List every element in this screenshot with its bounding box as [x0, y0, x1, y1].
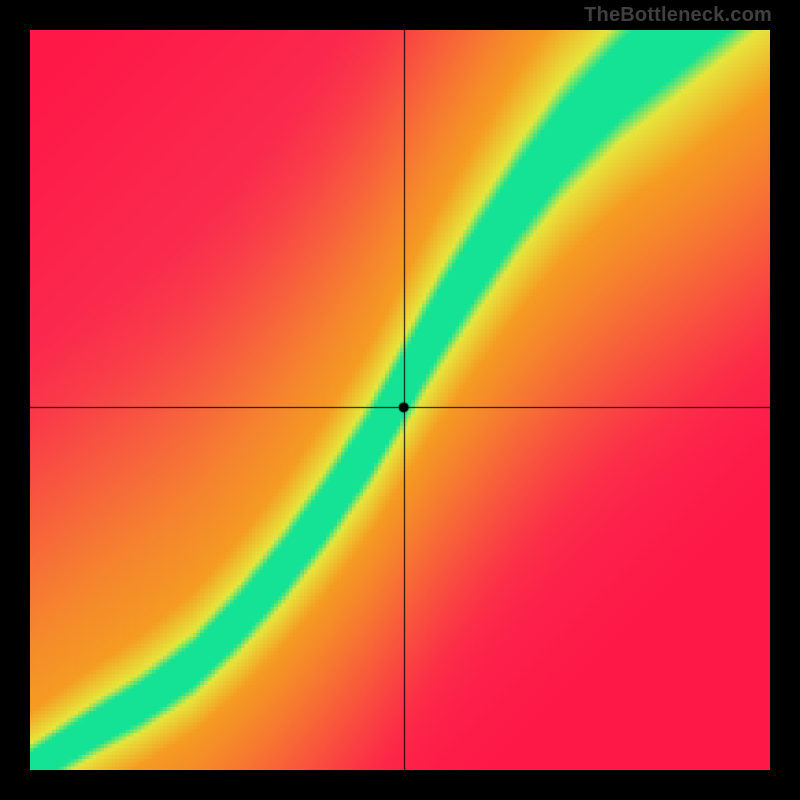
crosshair-overlay [30, 30, 770, 770]
chart-container: TheBottleneck.com [0, 0, 800, 800]
watermark-text: TheBottleneck.com [584, 4, 772, 27]
